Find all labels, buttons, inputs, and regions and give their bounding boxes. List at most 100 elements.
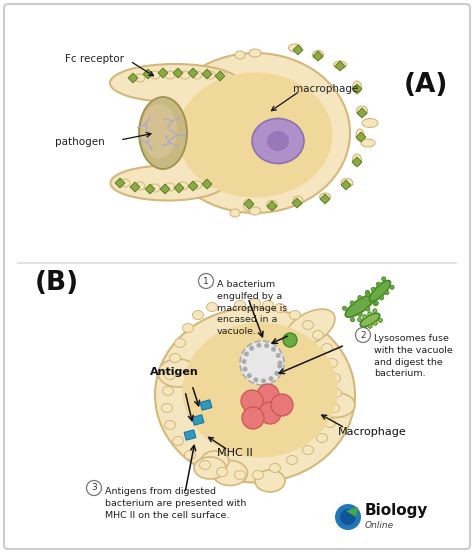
Ellipse shape bbox=[371, 288, 375, 291]
Text: Online: Online bbox=[365, 520, 394, 530]
Ellipse shape bbox=[267, 131, 289, 151]
Ellipse shape bbox=[374, 301, 378, 305]
Text: A bacterium
engulfed by a
macrophage is
encased in a
vacuole.: A bacterium engulfed by a macrophage is … bbox=[217, 280, 287, 336]
Ellipse shape bbox=[177, 72, 332, 197]
Ellipse shape bbox=[302, 446, 313, 455]
Ellipse shape bbox=[217, 72, 227, 80]
Ellipse shape bbox=[368, 312, 372, 316]
Ellipse shape bbox=[150, 184, 160, 192]
Ellipse shape bbox=[343, 306, 346, 310]
Bar bbox=[145, 184, 155, 194]
Ellipse shape bbox=[293, 196, 303, 206]
Ellipse shape bbox=[192, 310, 203, 320]
Text: 3: 3 bbox=[91, 483, 97, 493]
Ellipse shape bbox=[244, 200, 253, 211]
Ellipse shape bbox=[162, 404, 173, 413]
Text: pathogen: pathogen bbox=[55, 137, 105, 147]
Bar bbox=[184, 430, 196, 440]
Circle shape bbox=[86, 481, 101, 495]
Ellipse shape bbox=[382, 277, 386, 281]
Ellipse shape bbox=[160, 53, 350, 213]
Text: Lysosomes fuse
with the vacuole
and digest the
bacterium.: Lysosomes fuse with the vacuole and dige… bbox=[374, 334, 453, 378]
Ellipse shape bbox=[252, 118, 304, 164]
Ellipse shape bbox=[165, 183, 175, 191]
Polygon shape bbox=[346, 507, 358, 517]
Ellipse shape bbox=[285, 309, 335, 347]
Ellipse shape bbox=[120, 179, 130, 187]
Bar bbox=[313, 51, 323, 61]
Ellipse shape bbox=[350, 301, 354, 305]
Ellipse shape bbox=[325, 419, 336, 427]
Circle shape bbox=[249, 346, 254, 351]
Ellipse shape bbox=[302, 321, 313, 330]
Ellipse shape bbox=[319, 193, 330, 201]
Bar bbox=[143, 69, 153, 79]
Ellipse shape bbox=[217, 467, 228, 477]
Ellipse shape bbox=[329, 373, 340, 383]
Ellipse shape bbox=[200, 461, 210, 469]
Ellipse shape bbox=[315, 393, 355, 418]
Ellipse shape bbox=[366, 293, 370, 296]
Ellipse shape bbox=[289, 44, 301, 52]
Bar bbox=[202, 69, 212, 79]
Bar bbox=[202, 179, 212, 189]
Ellipse shape bbox=[135, 182, 145, 190]
Bar bbox=[293, 45, 303, 55]
Bar bbox=[356, 132, 366, 142]
Ellipse shape bbox=[249, 49, 261, 57]
Ellipse shape bbox=[345, 295, 375, 317]
Ellipse shape bbox=[205, 71, 215, 79]
Ellipse shape bbox=[205, 179, 215, 187]
Ellipse shape bbox=[327, 358, 337, 368]
Ellipse shape bbox=[341, 179, 353, 187]
Ellipse shape bbox=[358, 312, 362, 316]
Bar bbox=[115, 178, 125, 188]
Ellipse shape bbox=[312, 50, 323, 60]
Bar bbox=[130, 182, 140, 192]
Ellipse shape bbox=[390, 285, 394, 289]
Ellipse shape bbox=[363, 327, 367, 331]
Ellipse shape bbox=[358, 296, 362, 300]
Ellipse shape bbox=[334, 61, 346, 69]
Ellipse shape bbox=[235, 471, 246, 479]
Ellipse shape bbox=[255, 470, 285, 492]
Ellipse shape bbox=[178, 182, 188, 190]
Circle shape bbox=[242, 359, 246, 364]
Ellipse shape bbox=[180, 71, 190, 79]
Ellipse shape bbox=[286, 456, 298, 465]
Bar bbox=[174, 183, 184, 193]
Ellipse shape bbox=[270, 463, 281, 472]
Ellipse shape bbox=[370, 280, 391, 301]
Ellipse shape bbox=[249, 299, 261, 307]
Circle shape bbox=[268, 376, 273, 381]
Ellipse shape bbox=[274, 304, 285, 312]
Ellipse shape bbox=[164, 420, 175, 430]
Ellipse shape bbox=[330, 389, 341, 398]
Bar bbox=[192, 415, 204, 425]
Ellipse shape bbox=[170, 353, 181, 363]
Ellipse shape bbox=[165, 71, 175, 79]
Ellipse shape bbox=[230, 209, 240, 217]
Ellipse shape bbox=[192, 181, 202, 189]
Ellipse shape bbox=[253, 471, 264, 479]
Circle shape bbox=[356, 327, 371, 342]
Text: MHC II: MHC II bbox=[217, 448, 253, 458]
Ellipse shape bbox=[373, 309, 377, 313]
Bar bbox=[200, 400, 212, 410]
Circle shape bbox=[277, 364, 282, 369]
Ellipse shape bbox=[174, 338, 185, 347]
Bar bbox=[244, 199, 254, 209]
Circle shape bbox=[271, 347, 276, 352]
Ellipse shape bbox=[249, 207, 261, 215]
Text: (B): (B) bbox=[35, 270, 79, 296]
Ellipse shape bbox=[376, 282, 381, 286]
Ellipse shape bbox=[365, 290, 369, 294]
Circle shape bbox=[276, 353, 281, 358]
Ellipse shape bbox=[361, 139, 375, 147]
Bar bbox=[357, 108, 367, 118]
Ellipse shape bbox=[212, 461, 247, 486]
Ellipse shape bbox=[135, 74, 145, 82]
Bar bbox=[341, 180, 351, 190]
Circle shape bbox=[242, 407, 264, 429]
Text: Antigens from digested
bacterium are presented with
MHC II on the cell surface.: Antigens from digested bacterium are pre… bbox=[105, 487, 246, 520]
